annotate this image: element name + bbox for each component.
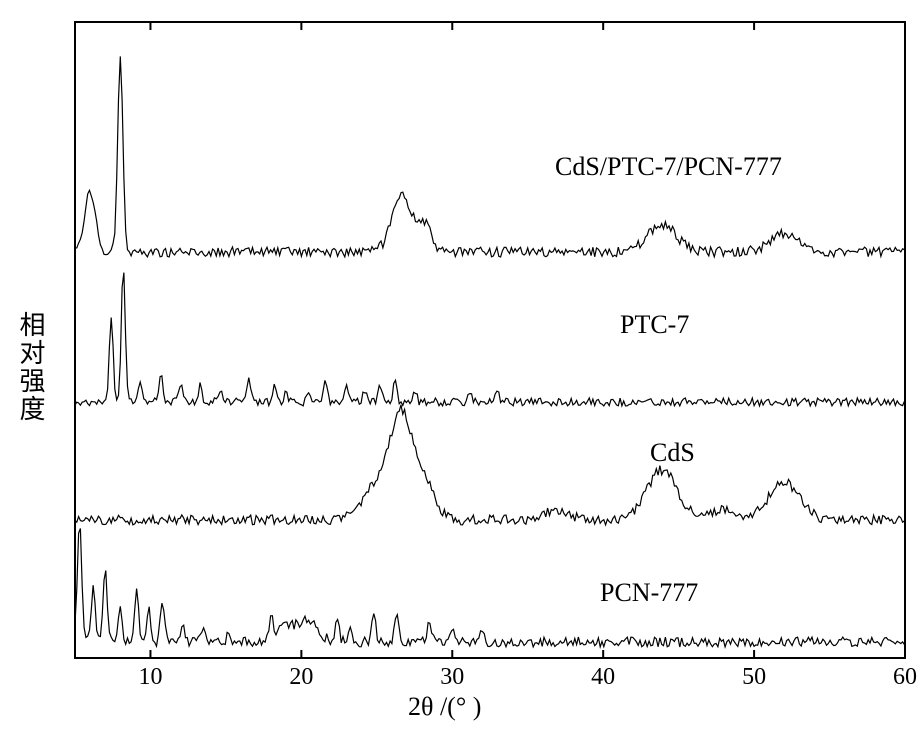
- series-label-CdS/PTC-7/PCN-777: CdS/PTC-7/PCN-777: [555, 152, 782, 182]
- x-tick-label: 40: [591, 664, 615, 691]
- y-axis-label: 相对强度: [12, 311, 49, 423]
- series-CdS: [75, 405, 904, 525]
- plot-svg: [0, 0, 924, 733]
- series-label-PTC-7: PTC-7: [620, 310, 689, 340]
- series-label-CdS: CdS: [650, 438, 695, 468]
- x-tick-label: 60: [893, 664, 917, 691]
- series-label-PCN-777: PCN-777: [600, 578, 698, 608]
- series-PCN-777: [75, 529, 904, 648]
- x-axis-label-text: 2θ /(° ): [408, 692, 481, 721]
- xrd-chart: 相对强度 10 20 30 40 50 60 2θ /(° ) CdS/PTC-7/PCN…: [0, 0, 924, 733]
- series-PTC-7: [75, 273, 904, 406]
- x-tick-label: 10: [138, 664, 162, 691]
- x-tick-label: 50: [742, 664, 766, 691]
- x-tick-label: 30: [440, 664, 464, 691]
- x-axis-label: 2θ /(° ): [408, 692, 481, 722]
- x-tick-label: 20: [289, 664, 313, 691]
